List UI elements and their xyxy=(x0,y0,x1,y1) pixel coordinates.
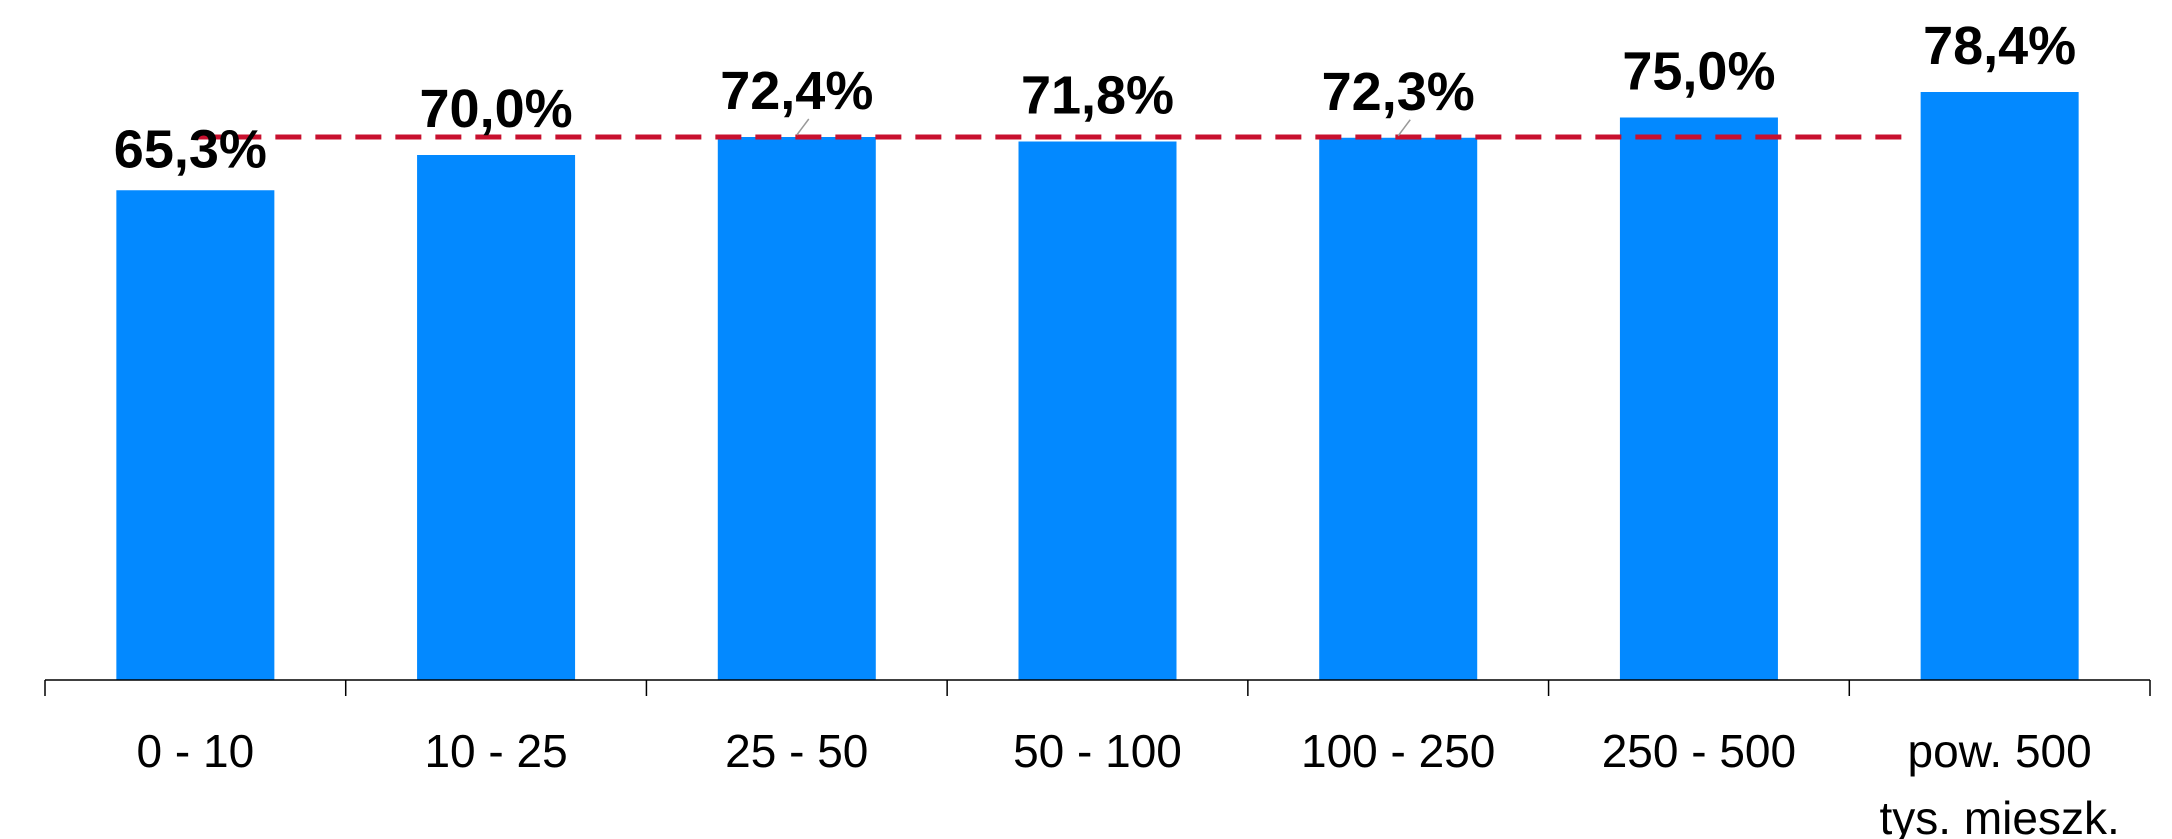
data-label-4: 72,3% xyxy=(1322,62,1475,122)
data-labels-layer: 65,3% 70,0% 72,4% 71,8% 72,3% 75,0% 78,4% xyxy=(114,16,2076,179)
label-leader-2 xyxy=(796,118,810,136)
data-label-2: 72,4% xyxy=(720,61,873,121)
x-tick-label-0: 0 - 10 xyxy=(137,725,255,777)
data-label-0: 65,3% xyxy=(114,119,267,179)
x-tick-label-5: 250 - 500 xyxy=(1602,725,1796,777)
bar-2 xyxy=(717,137,876,680)
x-tick-label-4: 100 - 250 xyxy=(1301,725,1495,777)
x-axis xyxy=(44,679,2151,696)
x-tick-label-6-line-0: pow. 500 xyxy=(1908,725,2092,777)
label-leader-4 xyxy=(1397,119,1411,137)
data-label-1: 70,0% xyxy=(420,79,573,139)
x-tick-label-6-line-1: tys. mieszk. xyxy=(1880,792,2120,839)
bars-layer xyxy=(116,92,2079,680)
bar-1 xyxy=(417,155,576,680)
data-label-3: 71,8% xyxy=(1021,66,1174,126)
x-tick-labels-layer: 0 - 10 10 - 25 25 - 50 50 - 100 100 - 250 250… xyxy=(137,725,2120,839)
x-tick-label-1: 10 - 25 xyxy=(424,725,567,777)
bar-4 xyxy=(1319,137,1478,680)
data-label-5: 75,0% xyxy=(1622,42,1775,102)
bar-3 xyxy=(1018,141,1177,680)
bar-5 xyxy=(1619,117,1778,680)
x-tick-label-2: 25 - 50 xyxy=(725,725,868,777)
bar-6 xyxy=(1920,92,2079,680)
bar-0 xyxy=(116,190,275,680)
data-label-6: 78,4% xyxy=(1923,16,2076,76)
x-tick-label-3: 50 - 100 xyxy=(1013,725,1182,777)
